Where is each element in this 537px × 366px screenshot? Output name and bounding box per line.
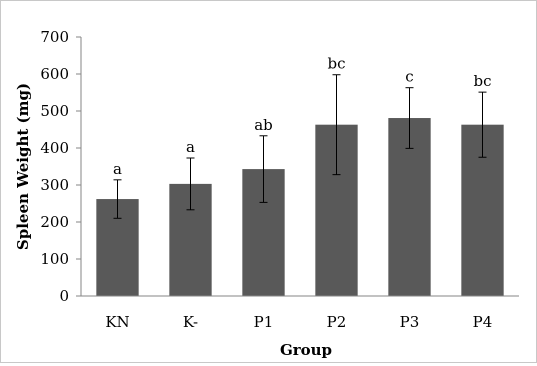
error-bar-P4 bbox=[478, 91, 487, 158]
y-tick-label: 600 bbox=[40, 65, 69, 83]
error-bar-P3 bbox=[405, 87, 414, 149]
y-tick-label: 100 bbox=[40, 250, 69, 268]
y-axis-ticks: 0 100 200 300 400 500 600 700 bbox=[40, 28, 81, 305]
significance-label-P2: bc bbox=[327, 55, 345, 73]
significance-label-P1: ab bbox=[254, 116, 273, 134]
y-tick-label: 0 bbox=[59, 287, 69, 305]
y-tick-label: 500 bbox=[40, 102, 69, 120]
x-tick-label: K- bbox=[183, 313, 198, 331]
x-tick-label: P2 bbox=[327, 313, 347, 331]
error-bars bbox=[113, 74, 487, 219]
error-bar-P2 bbox=[332, 74, 341, 176]
y-tick-label: 700 bbox=[40, 28, 69, 46]
error-bar-KN bbox=[113, 179, 122, 219]
significance-label-KN: a bbox=[113, 160, 122, 178]
x-tick-label: KN bbox=[105, 313, 129, 331]
error-bar-P1 bbox=[259, 135, 268, 203]
y-tick-label: 200 bbox=[40, 213, 69, 231]
significance-labels: a a ab bc c bc bbox=[113, 55, 491, 178]
significance-label-K-: a bbox=[186, 138, 195, 156]
y-tick-label: 400 bbox=[40, 139, 69, 157]
significance-label-P3: c bbox=[405, 68, 413, 86]
y-axis-title: Spleen Weight (mg) bbox=[14, 83, 32, 250]
x-tick-label: P1 bbox=[254, 313, 274, 331]
bars bbox=[96, 118, 504, 296]
significance-label-P4: bc bbox=[473, 72, 491, 90]
x-axis-title: Group bbox=[280, 341, 332, 359]
x-axis-ticks: KN K- P1 P2 P3 P4 bbox=[105, 313, 492, 331]
x-tick-label: P3 bbox=[400, 313, 420, 331]
y-tick-label: 300 bbox=[40, 176, 69, 194]
error-bar-K- bbox=[186, 157, 195, 211]
x-tick-label: P4 bbox=[473, 313, 493, 331]
